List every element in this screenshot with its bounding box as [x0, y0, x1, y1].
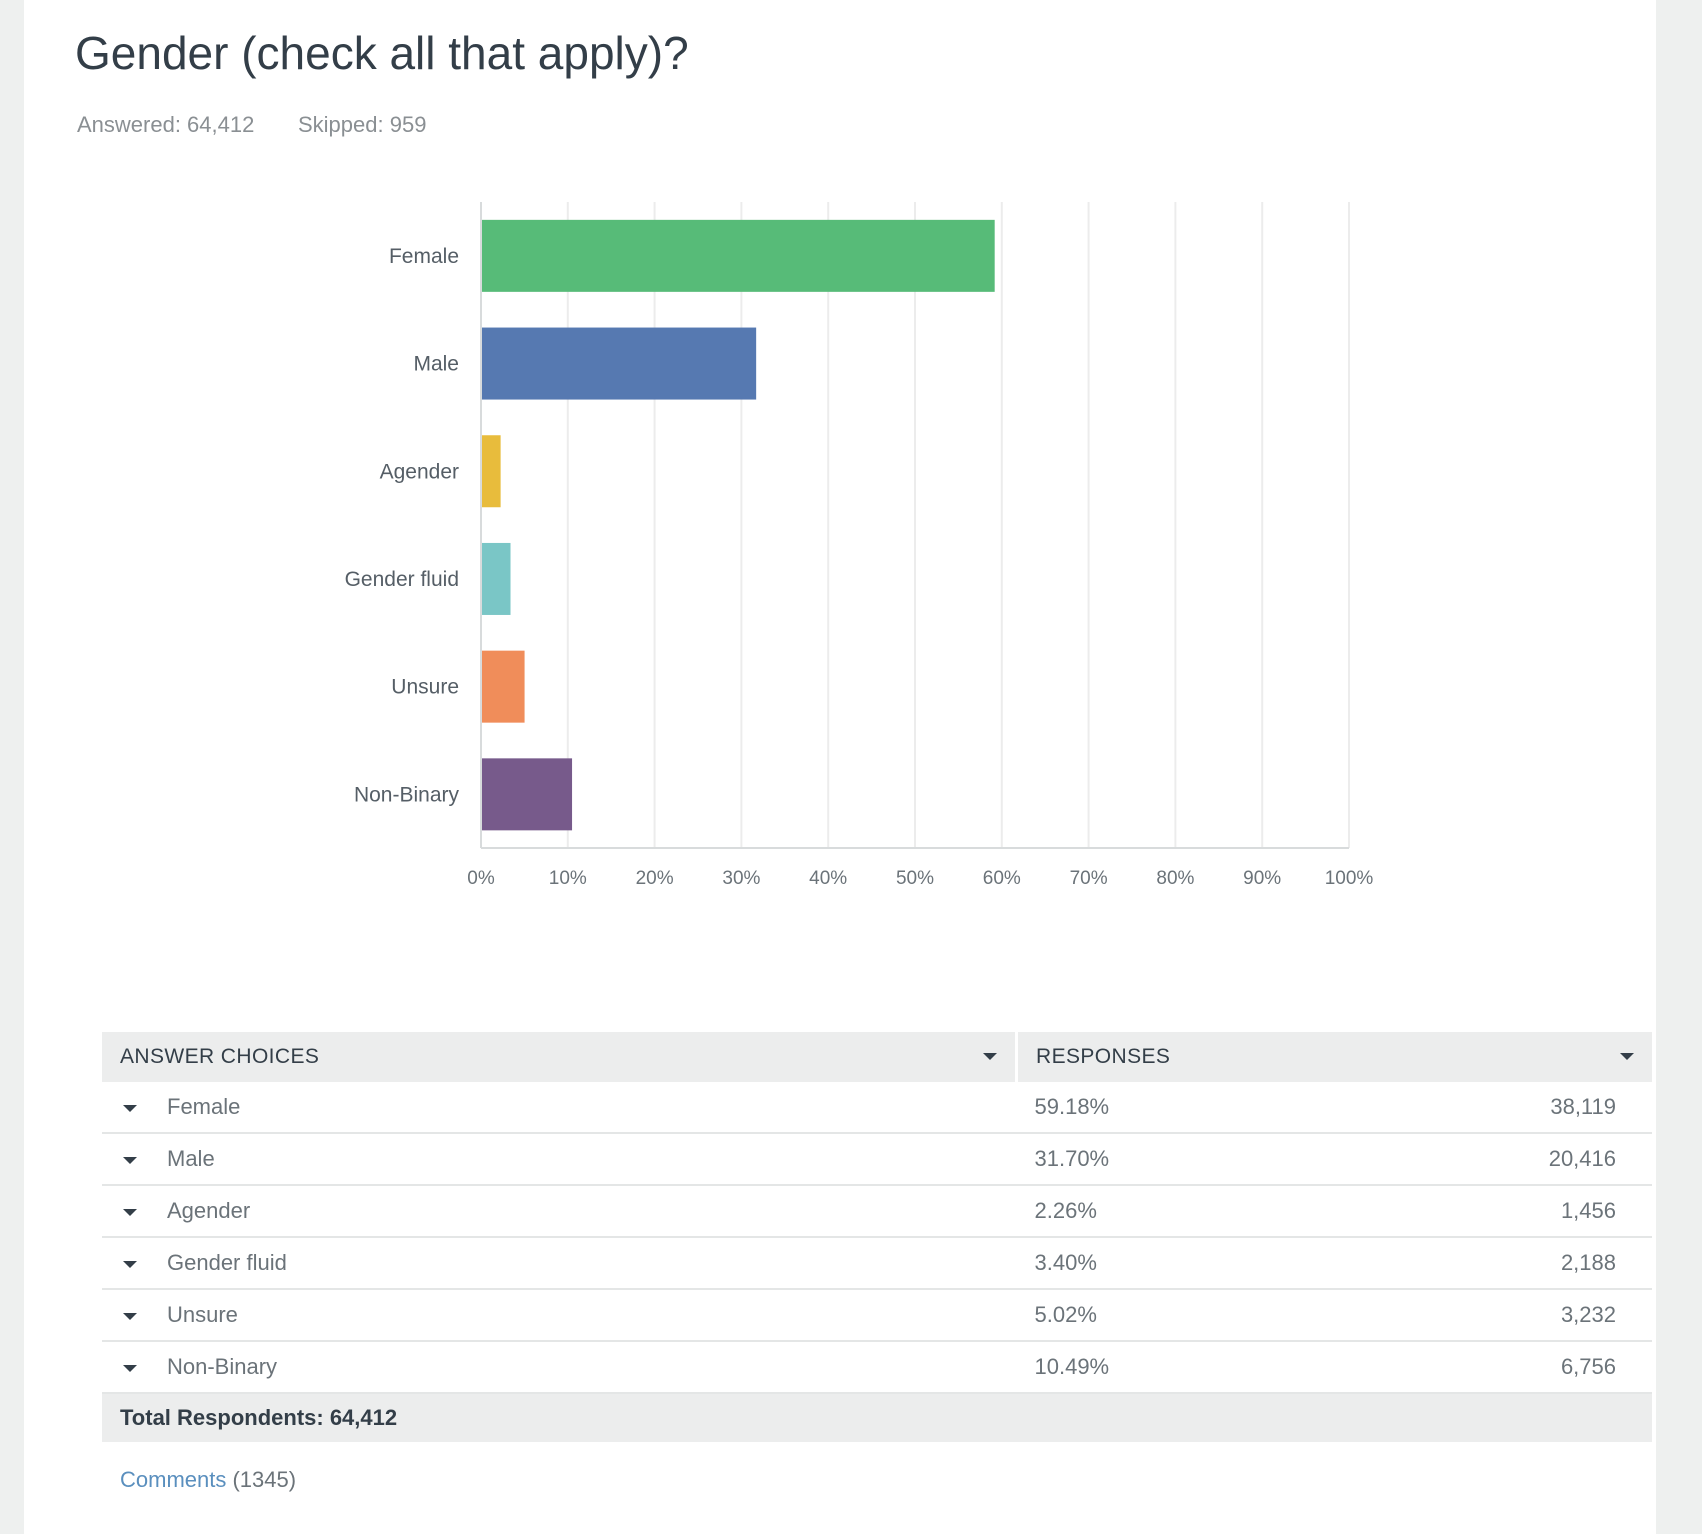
expand-caret-icon[interactable] — [123, 1156, 137, 1164]
response-percent: 59.18% — [1034, 1094, 1110, 1119]
table-row: Female 59.18% 38,119 — [102, 1082, 1652, 1134]
x-tick-label: 0% — [467, 868, 495, 889]
response-count: 3,232 — [1560, 1302, 1616, 1327]
answered-count: Answered: 64,412 — [77, 112, 255, 137]
x-tick-label: 70% — [1070, 868, 1108, 889]
responses-header-label: RESPONSES — [1036, 1045, 1171, 1068]
table-row: Non-Binary 10.49% 6,756 — [102, 1341, 1652, 1394]
bar — [482, 542, 511, 615]
choice-label: Agender — [167, 1198, 251, 1223]
choice-label: Gender fluid — [167, 1250, 287, 1275]
sort-caret-icon[interactable] — [1620, 1053, 1634, 1060]
response-count: 20,416 — [1548, 1146, 1616, 1171]
total-row: Total Respondents: 64,412 — [102, 1393, 1652, 1442]
bar — [482, 758, 573, 831]
response-count: 6,756 — [1560, 1354, 1616, 1379]
answer-choices-header-label: ANSWER CHOICES — [120, 1045, 320, 1068]
answer-choices-table: ANSWER CHOICES RESPONSES Female 59.18% 38… — [102, 1032, 1652, 1442]
bar — [482, 327, 757, 400]
response-percent: 31.70% — [1034, 1146, 1110, 1171]
answer-choices-header[interactable]: ANSWER CHOICES — [102, 1032, 1018, 1082]
expand-caret-icon[interactable] — [123, 1364, 137, 1372]
category-label: Male — [413, 353, 459, 376]
table-row: Unsure 5.02% 3,232 — [102, 1289, 1652, 1342]
expand-caret-icon[interactable] — [123, 1208, 137, 1216]
table-row: Gender fluid 3.40% 2,188 — [102, 1237, 1652, 1290]
x-tick-label: 40% — [809, 868, 847, 889]
category-label: Gender fluid — [345, 568, 459, 591]
comments-count: (1345) — [232, 1467, 297, 1492]
response-count: 2,188 — [1560, 1250, 1616, 1275]
x-tick-label: 60% — [983, 868, 1021, 889]
category-label: Agender — [380, 460, 459, 483]
choice-label: Male — [167, 1146, 215, 1171]
responses-header[interactable]: RESPONSES — [1016, 1032, 1652, 1082]
category-label: Non-Binary — [354, 783, 460, 806]
sort-caret-icon[interactable] — [983, 1053, 997, 1060]
x-tick-label: 20% — [636, 868, 674, 889]
response-bar-chart: 0% 10% 20% 30% 40% 50% 60% 70% 80% 90% 100% Female M… — [345, 202, 1374, 889]
category-label: Female — [389, 245, 459, 268]
x-tick-label: 80% — [1156, 868, 1194, 889]
table-row: Agender 2.26% 1,456 — [102, 1185, 1652, 1238]
bar — [482, 435, 501, 508]
response-count: 38,119 — [1550, 1094, 1616, 1119]
choice-label: Non-Binary — [167, 1354, 278, 1379]
category-label: Unsure — [391, 676, 459, 699]
expand-caret-icon[interactable] — [123, 1312, 137, 1320]
table-row: Male 31.70% 20,416 — [102, 1133, 1652, 1186]
response-percent: 3.40% — [1034, 1250, 1097, 1275]
x-tick-label: 30% — [722, 868, 760, 889]
x-tick-label: 100% — [1325, 868, 1374, 889]
response-percent: 2.26% — [1034, 1198, 1097, 1223]
question-title: Gender (check all that apply)? — [75, 27, 689, 79]
x-tick-label: 10% — [549, 868, 587, 889]
comments-line: Comments (1345) — [120, 1467, 296, 1493]
response-percent: 5.02% — [1034, 1302, 1097, 1327]
total-respondents: Total Respondents: 64,412 — [102, 1393, 1652, 1442]
choice-label: Unsure — [167, 1302, 238, 1327]
skipped-count: Skipped: 959 — [298, 112, 427, 137]
question-card: Gender (check all that apply)? Answered:… — [24, 0, 1656, 1534]
response-count: 1,456 — [1560, 1198, 1616, 1223]
x-tick-label: 90% — [1243, 868, 1281, 889]
expand-caret-icon[interactable] — [123, 1260, 137, 1268]
choice-label: Female — [167, 1094, 241, 1119]
comments-link[interactable]: Comments — [120, 1467, 227, 1492]
expand-caret-icon[interactable] — [123, 1104, 137, 1112]
response-percent: 10.49% — [1034, 1354, 1110, 1379]
x-tick-label: 50% — [896, 868, 934, 889]
bar — [482, 650, 525, 723]
bar — [482, 219, 995, 292]
